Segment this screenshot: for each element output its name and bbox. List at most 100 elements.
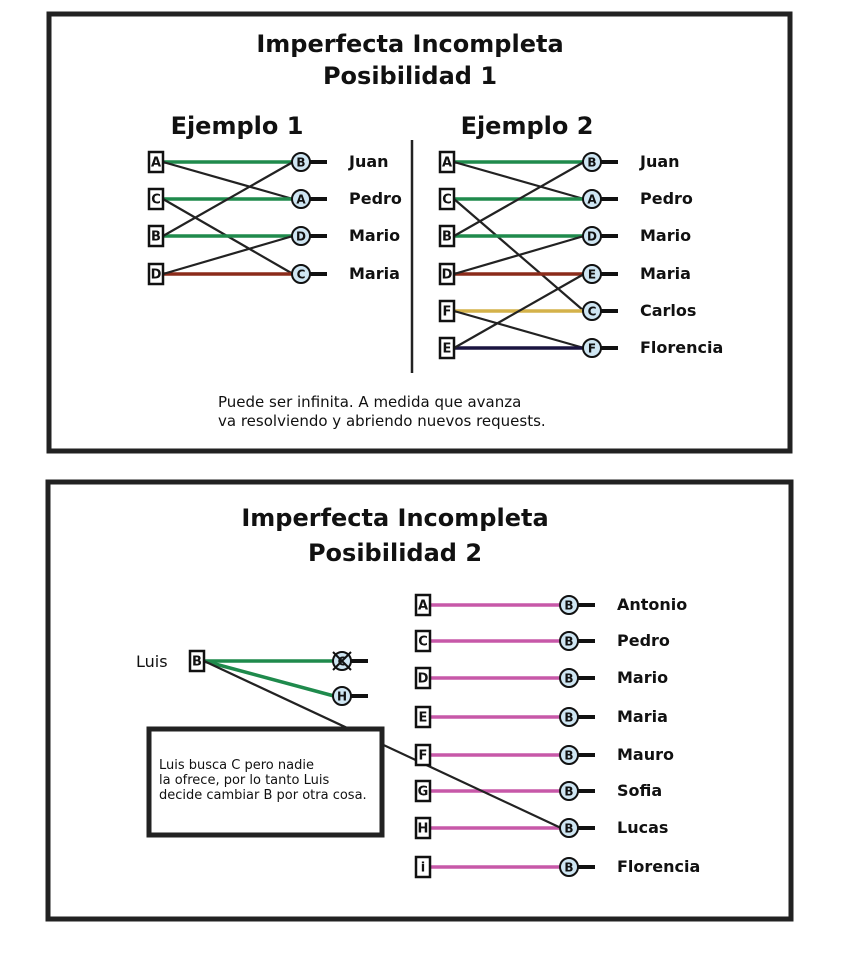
example1-circle-1-node [291,189,311,209]
example2-link-1 [453,160,585,201]
p2-box-4-frame [414,743,432,767]
p2-circle-4-node [559,745,579,765]
example2-box-3-frame [438,262,456,286]
message-line-2: la ofrece, por lo tanto Luis [159,773,329,788]
example1-circle-2: D [296,230,306,244]
p2-circle-6: B [564,822,573,836]
example1-circle-1: A [296,193,306,207]
example2-circle-2-node [582,226,602,246]
p2-circle-4: B [564,749,573,763]
p2-circle-5: B [564,785,573,799]
panel-2-frame [45,479,794,922]
example2-box-3: D [442,268,453,283]
example2-circle-2: D [587,230,597,244]
example1-name-3: Maria [349,264,400,283]
example1-box-1-frame [147,187,165,211]
example2-box-1-frame [438,187,456,211]
example2-name-1: Pedro [640,189,693,208]
example2-circle-3: E [588,268,596,282]
p2-circle-2-node [559,668,579,688]
p2-circle-3-node [559,707,579,727]
p2-box-2-frame [414,666,432,690]
example2-box-4: F [443,305,452,320]
example-1-heading: Ejemplo 1 [171,112,304,140]
p2-box-5: G [418,785,429,800]
example1-link-1 [162,160,294,201]
message-line-1: Luis busca C pero nadie [159,758,314,773]
example2-circle-3-node [582,264,602,284]
p2-box-6: H [418,822,429,837]
message-box [146,726,385,838]
p2-box-0: A [418,599,428,614]
example2-box-1: C [442,193,452,208]
p2-name-4: Mauro [617,745,674,764]
example2-name-4: Carlos [640,301,696,320]
example2-circle-4-node [582,301,602,321]
luis-label: Luis [136,652,168,671]
example2-circle-4: C [588,305,597,319]
panel-1-note-line-2: va resolviendo y abriendo nuevos request… [218,412,546,430]
example1-box-1: C [151,193,161,208]
luis-box-frame [188,649,206,673]
example2-box-5-frame [438,336,456,360]
example2-box-2-frame [438,224,456,248]
example2-link-11 [453,273,585,349]
example1-circle-0: B [296,156,305,170]
p2-name-7: Florencia [617,857,700,876]
p2-circle-5-node [559,781,579,801]
p2-box-7-frame [414,855,432,879]
panel-2-subtitle: Posibilidad 2 [308,539,482,567]
p2-circle-1-node [559,631,579,651]
example1-circle-3: C [297,268,306,282]
example1-name-1: Pedro [349,189,402,208]
p2-box-1: C [418,635,428,650]
example2-link-5 [453,161,585,237]
luis-box: B [192,655,202,670]
example1-name-2: Mario [349,226,400,245]
example2-box-4-frame [438,299,456,323]
p2-box-3: E [419,711,428,726]
example2-box-5: E [443,342,452,357]
example2-box-0-frame [438,150,456,174]
example2-circle-5: F [588,342,596,356]
example2-name-2: Mario [640,226,691,245]
p2-circle-6-node [559,818,579,838]
p2-box-3-frame [414,705,432,729]
example2-circle-0-node [582,152,602,172]
p2-circle-0: B [564,599,573,613]
p2-box-4: F [419,749,428,764]
example2-circle-5-node [582,338,602,358]
example1-link-5 [162,161,294,237]
p2-circle-7: B [564,861,573,875]
example-2-diagram: A C B D F E B A D E C F Juan Pedro Mario Maria Carlos Flo… [438,150,723,360]
panel-2-title: Imperfecta Incompleta [241,504,548,532]
panel-1-title: Imperfecta Incompleta [256,30,563,58]
example1-name-0: Juan [348,152,389,171]
example2-name-5: Florencia [640,338,723,357]
example2-link-7 [453,234,585,276]
example2-circle-1: A [587,193,597,207]
example2-link-9 [453,309,585,350]
p2-box-1-frame [414,629,432,653]
example1-box-2-frame [147,224,165,248]
luis-target-h: H [337,690,347,704]
example2-name-3: Maria [640,264,691,283]
panel-1-frame [46,11,793,454]
panel-2-diagram: A C D E F G Hi B B B B B B B B Antonio Pedro Mario Maria Ma… [136,593,700,879]
example2-box-2: B [442,230,452,245]
p2-box-0-frame [414,593,432,617]
example1-box-0-frame [147,150,165,174]
example1-circle-3-node [291,264,311,284]
p2-circle-0-node [559,595,579,615]
example-1-diagram: A C B D B A D C Juan Pedro Mario Maria [147,150,402,286]
p2-circle-2: B [564,672,573,686]
p2-box-6-frame [414,816,432,840]
panel-1-note-line-1: Puede ser infinita. A medida que avanza [218,393,521,411]
panel-1-subtitle: Posibilidad 1 [323,62,497,90]
example1-link-7 [162,234,294,276]
p2-name-1: Pedro [617,631,670,650]
example1-box-3-frame [147,262,165,286]
p2-name-0: Antonio [617,595,687,614]
cross-out-mark-b [332,651,352,671]
